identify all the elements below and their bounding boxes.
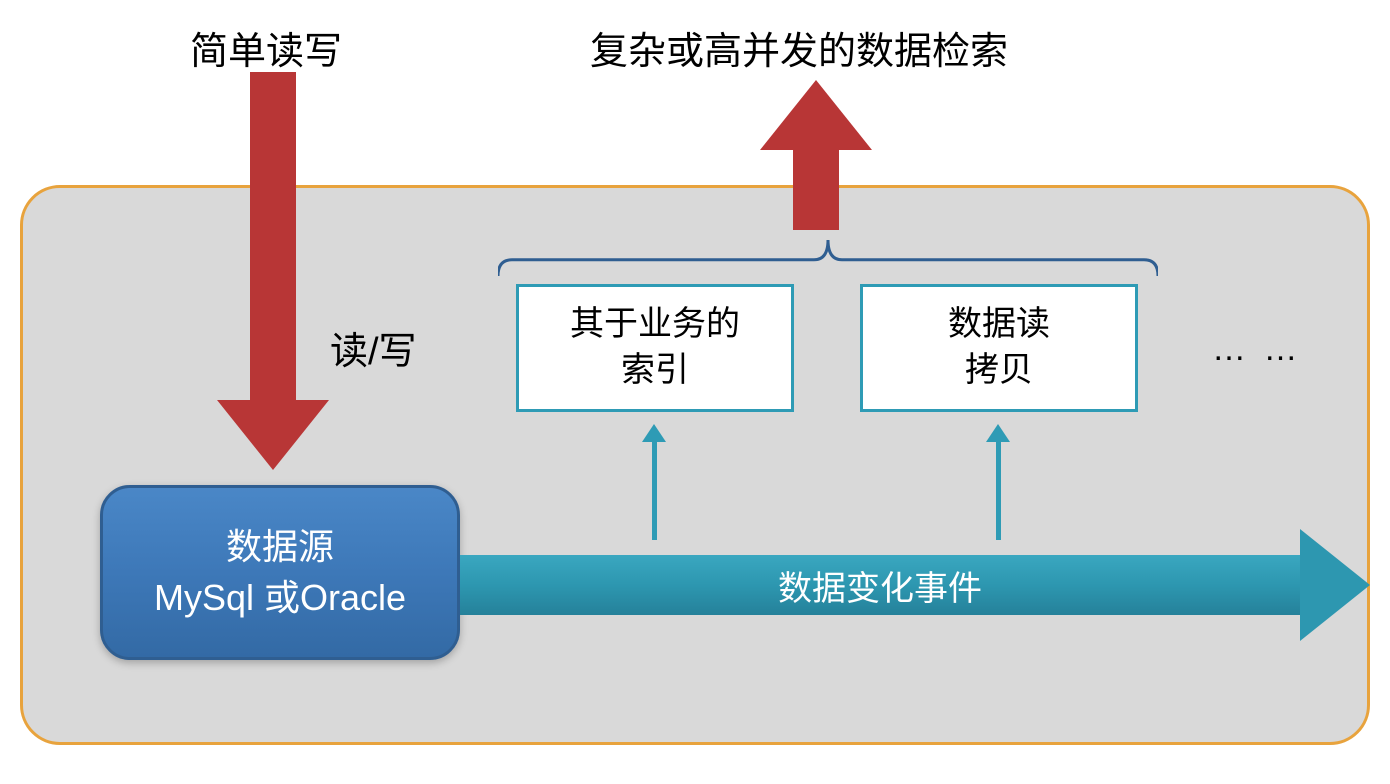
datasource-line1: 数据源 — [226, 522, 334, 572]
thin-arrow-1-line — [652, 440, 657, 540]
arrow-up-head — [760, 80, 872, 150]
arrow-down-head — [217, 400, 329, 470]
arrow-down-shaft — [250, 72, 296, 402]
index-box-line2: 索引 — [621, 348, 689, 394]
thin-arrow-2-head — [986, 424, 1010, 442]
brace-icon — [498, 240, 1158, 276]
label-complex: 复杂或高并发的数据检索 — [590, 20, 1008, 75]
event-arrow-head — [1300, 529, 1370, 641]
copy-box-line2: 拷贝 — [965, 348, 1033, 394]
node-datasource: 数据源 MySql 或Oracle — [100, 485, 460, 660]
thin-arrow-2-line — [996, 440, 1001, 540]
event-arrow-label: 数据变化事件 — [778, 561, 982, 610]
label-simple-rw: 简单读写 — [190, 20, 342, 75]
copy-box-line1: 数据读 — [948, 302, 1050, 348]
arrow-up-shaft — [793, 148, 839, 230]
node-copy-box: 数据读 拷贝 — [860, 284, 1138, 412]
diagram-canvas: 简单读写 复杂或高并发的数据检索 读/写 其于业务的 索引 数据读 拷贝 … …… — [0, 0, 1390, 784]
thin-arrow-1-head — [642, 424, 666, 442]
label-read-write: 读/写 — [330, 320, 417, 375]
label-ellipsis: … … — [1212, 330, 1301, 369]
node-index-box: 其于业务的 索引 — [516, 284, 794, 412]
event-arrow-body: 数据变化事件 — [460, 555, 1300, 615]
index-box-line1: 其于业务的 — [570, 302, 740, 348]
datasource-line2: MySql 或Oracle — [154, 573, 406, 623]
